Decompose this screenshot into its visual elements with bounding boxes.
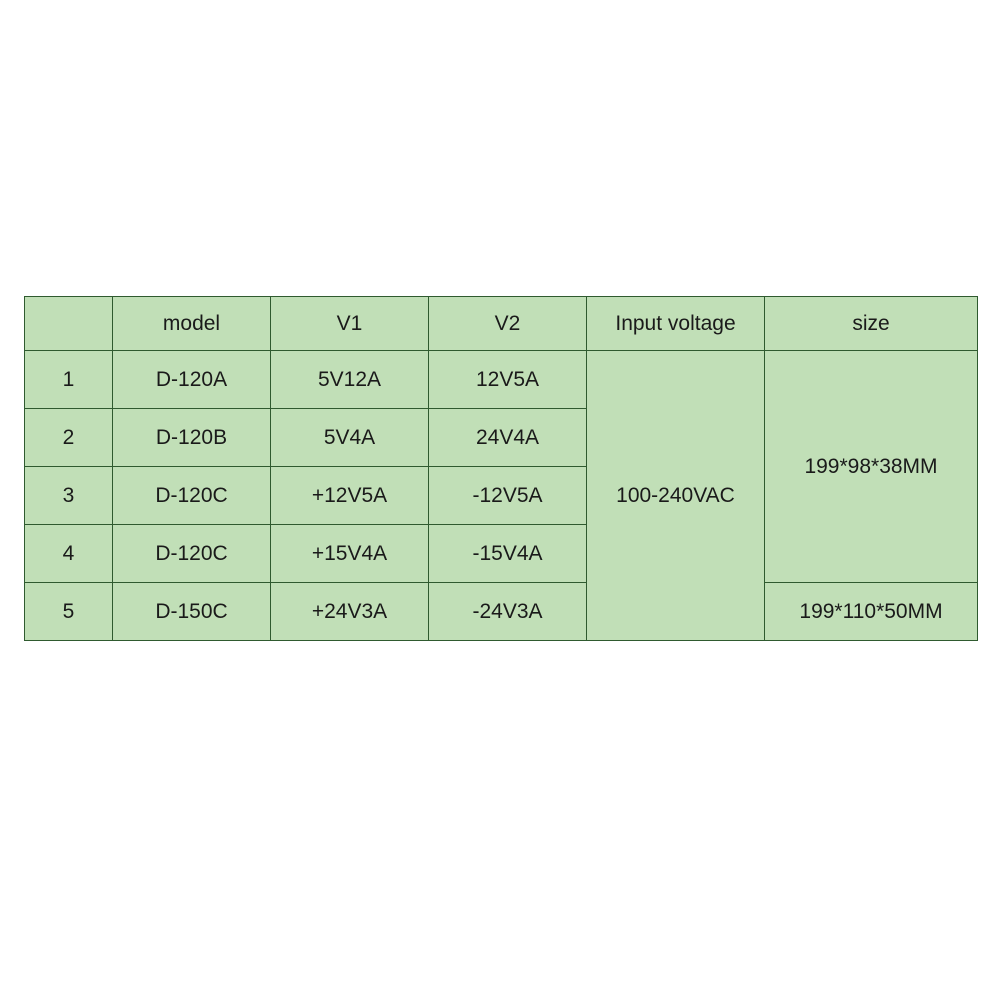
cell-v1: 5V12A (271, 351, 429, 409)
col-header-model: model (113, 297, 271, 351)
col-header-v2: V2 (429, 297, 587, 351)
col-header-input-voltage: Input voltage (587, 297, 765, 351)
col-header-v1: V1 (271, 297, 429, 351)
cell-model: D-120C (113, 525, 271, 583)
cell-v1: +24V3A (271, 583, 429, 641)
cell-v2: -12V5A (429, 467, 587, 525)
cell-v2: 24V4A (429, 409, 587, 467)
cell-v1: +15V4A (271, 525, 429, 583)
cell-index: 4 (25, 525, 113, 583)
cell-v2: 12V5A (429, 351, 587, 409)
cell-input-voltage: 100-240VAC (587, 351, 765, 641)
cell-index: 5 (25, 583, 113, 641)
cell-index: 1 (25, 351, 113, 409)
col-header-size: size (765, 297, 978, 351)
cell-index: 2 (25, 409, 113, 467)
cell-v2: -24V3A (429, 583, 587, 641)
col-header-index (25, 297, 113, 351)
table-row: 1 D-120A 5V12A 12V5A 100-240VAC 199*98*3… (25, 351, 978, 409)
cell-size: 199*110*50MM (765, 583, 978, 641)
cell-index: 3 (25, 467, 113, 525)
cell-model: D-120A (113, 351, 271, 409)
cell-model: D-120B (113, 409, 271, 467)
spec-table: model V1 V2 Input voltage size 1 D-120A … (24, 296, 978, 641)
table-row: 5 D-150C +24V3A -24V3A 199*110*50MM (25, 583, 978, 641)
cell-v1: 5V4A (271, 409, 429, 467)
cell-v2: -15V4A (429, 525, 587, 583)
cell-model: D-120C (113, 467, 271, 525)
cell-model: D-150C (113, 583, 271, 641)
cell-size: 199*98*38MM (765, 351, 978, 583)
cell-v1: +12V5A (271, 467, 429, 525)
page: model V1 V2 Input voltage size 1 D-120A … (0, 0, 1000, 1000)
table-header-row: model V1 V2 Input voltage size (25, 297, 978, 351)
